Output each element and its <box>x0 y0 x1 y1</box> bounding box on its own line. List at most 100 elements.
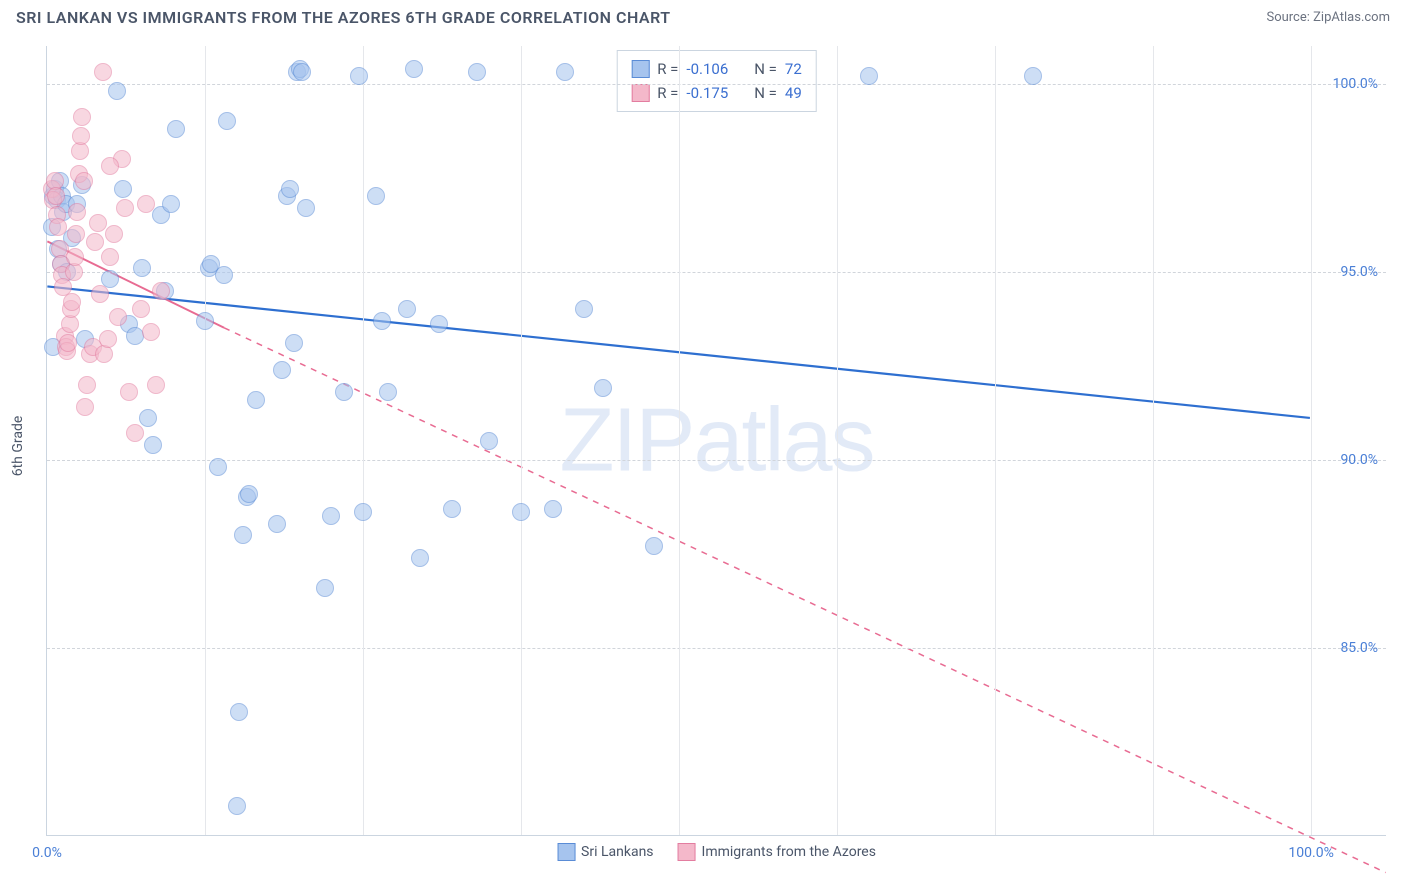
scatter-point <box>59 334 77 352</box>
chart-plot-area: ZIPatlas R = -0.106 N = 72 R = -0.175 N … <box>46 46 1386 836</box>
regression-lines <box>47 46 1386 835</box>
y-tick-label: 85.0% <box>1340 640 1378 656</box>
scatter-point <box>1024 67 1042 85</box>
grid-line-v <box>679 46 680 835</box>
scatter-point <box>544 500 562 518</box>
scatter-point <box>94 63 112 81</box>
scatter-point <box>354 503 372 521</box>
scatter-point <box>105 225 123 243</box>
scatter-point <box>139 409 157 427</box>
legend-swatch-2 <box>631 84 649 102</box>
chart-title: SRI LANKAN VS IMMIGRANTS FROM THE AZORES… <box>16 8 671 27</box>
x-tick-label: 100.0% <box>1288 845 1333 861</box>
grid-line-h <box>47 648 1386 649</box>
scatter-point <box>147 376 165 394</box>
scatter-point <box>137 195 155 213</box>
series-swatch-1 <box>557 843 575 861</box>
scatter-point <box>116 199 134 217</box>
grid-line-v <box>995 46 996 835</box>
scatter-point <box>594 379 612 397</box>
scatter-point <box>443 500 461 518</box>
scatter-point <box>512 503 530 521</box>
r-label: R = <box>657 57 678 81</box>
scatter-point <box>63 293 81 311</box>
series-swatch-2 <box>678 843 696 861</box>
scatter-point <box>133 259 151 277</box>
legend-swatch-1 <box>631 60 649 78</box>
scatter-point <box>247 391 265 409</box>
scatter-point <box>142 323 160 341</box>
y-tick-label: 95.0% <box>1340 264 1378 280</box>
scatter-point <box>322 507 340 525</box>
scatter-point <box>218 112 236 130</box>
scatter-point <box>209 458 227 476</box>
scatter-point <box>575 300 593 318</box>
scatter-point <box>114 180 132 198</box>
scatter-point <box>75 172 93 190</box>
scatter-point <box>67 225 85 243</box>
grid-line-v <box>363 46 364 835</box>
series-name-2: Immigrants from the Azores <box>702 844 876 860</box>
y-tick-label: 90.0% <box>1340 452 1378 468</box>
scatter-point <box>95 345 113 363</box>
scatter-point <box>73 108 91 126</box>
scatter-point <box>144 436 162 454</box>
scatter-point <box>76 398 94 416</box>
scatter-point <box>167 120 185 138</box>
scatter-point <box>240 485 258 503</box>
scatter-point <box>101 157 119 175</box>
scatter-point <box>281 180 299 198</box>
stats-legend: R = -0.106 N = 72 R = -0.175 N = 49 <box>616 50 817 112</box>
scatter-point <box>273 361 291 379</box>
scatter-point <box>860 67 878 85</box>
scatter-point <box>86 233 104 251</box>
scatter-point <box>316 579 334 597</box>
scatter-point <box>89 214 107 232</box>
scatter-point <box>72 127 90 145</box>
scatter-point <box>230 703 248 721</box>
watermark: ZIPatlas <box>559 389 873 492</box>
n-label: N = <box>754 57 777 81</box>
series-legend: Sri Lankans Immigrants from the Azores <box>557 843 876 861</box>
scatter-point <box>373 312 391 330</box>
scatter-point <box>132 300 150 318</box>
grid-line-v <box>837 46 838 835</box>
y-axis-label: 6th Grade <box>10 416 26 477</box>
scatter-point <box>101 248 119 266</box>
scatter-point <box>234 526 252 544</box>
scatter-point <box>468 63 486 81</box>
scatter-point <box>480 432 498 450</box>
scatter-point <box>126 424 144 442</box>
scatter-point <box>152 282 170 300</box>
scatter-point <box>335 383 353 401</box>
grid-line-v <box>1153 46 1154 835</box>
scatter-point <box>47 187 65 205</box>
scatter-point <box>78 376 96 394</box>
scatter-point <box>120 383 138 401</box>
scatter-point <box>293 63 311 81</box>
scatter-point <box>228 797 246 815</box>
scatter-point <box>398 300 416 318</box>
grid-line-v <box>521 46 522 835</box>
grid-line-v <box>205 46 206 835</box>
grid-line-v <box>1311 46 1312 835</box>
scatter-point <box>645 537 663 555</box>
scatter-point <box>268 515 286 533</box>
scatter-point <box>405 60 423 78</box>
scatter-point <box>108 82 126 100</box>
scatter-point <box>350 67 368 85</box>
scatter-point <box>556 63 574 81</box>
r-value-1: -0.106 <box>686 57 728 81</box>
scatter-point <box>49 218 67 236</box>
grid-line-h <box>47 272 1386 273</box>
source-label: Source: ZipAtlas.com <box>1266 10 1390 25</box>
scatter-point <box>99 330 117 348</box>
grid-line-h <box>47 460 1386 461</box>
series-name-1: Sri Lankans <box>581 844 654 860</box>
y-tick-label: 100.0% <box>1333 76 1378 92</box>
scatter-point <box>91 285 109 303</box>
scatter-point <box>109 308 127 326</box>
scatter-point <box>297 199 315 217</box>
n-value-1: 72 <box>785 57 802 81</box>
x-tick-label: 0.0% <box>32 845 62 861</box>
